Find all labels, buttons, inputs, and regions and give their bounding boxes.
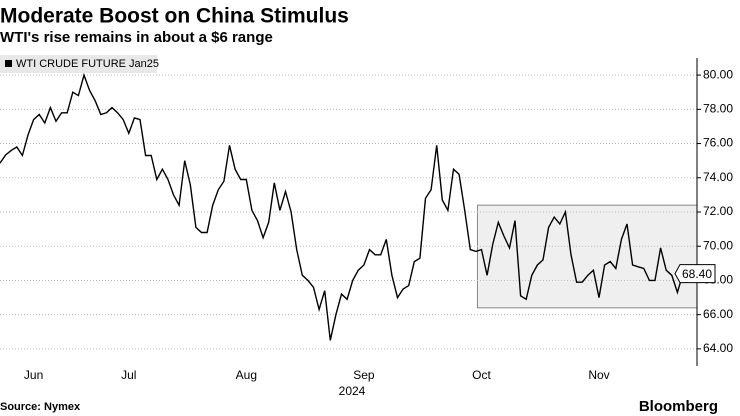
value-label: 68.40 xyxy=(682,267,712,281)
y-tick-label: 80.00 xyxy=(703,67,733,81)
x-tick-label: Sep xyxy=(353,368,375,382)
x-tick-label: Aug xyxy=(236,368,257,382)
y-tick-label: 64.00 xyxy=(703,341,733,355)
y-tick-label: 76.00 xyxy=(703,136,733,150)
series-line xyxy=(0,72,684,341)
y-tick-label: 72.00 xyxy=(703,204,733,218)
range-box xyxy=(476,204,698,309)
legend-label: WTI CRUDE FUTURE Jan25 xyxy=(16,58,159,70)
legend-box xyxy=(0,55,157,73)
x-tick-label: Oct xyxy=(472,368,491,382)
source: Source: Nymex xyxy=(0,401,81,413)
brand: Bloomberg xyxy=(639,398,718,415)
y-tick-label: 74.00 xyxy=(703,170,733,184)
y-tick-label: 78.00 xyxy=(703,102,733,116)
y-tick-label: 66.00 xyxy=(703,307,733,321)
value-label-box xyxy=(674,264,716,284)
x-tick-label: Jun xyxy=(24,368,43,382)
y-tick-label: 70.00 xyxy=(703,238,733,252)
legend-swatch xyxy=(5,60,12,67)
x-tick-label: Nov xyxy=(588,368,609,382)
x-axis-label: 2024 xyxy=(339,384,366,398)
chart-title: Moderate Boost on China Stimulus xyxy=(0,5,349,28)
chart-subtitle: WTI's rise remains in about a $6 range xyxy=(0,29,273,46)
x-tick-label: Jul xyxy=(121,368,136,382)
